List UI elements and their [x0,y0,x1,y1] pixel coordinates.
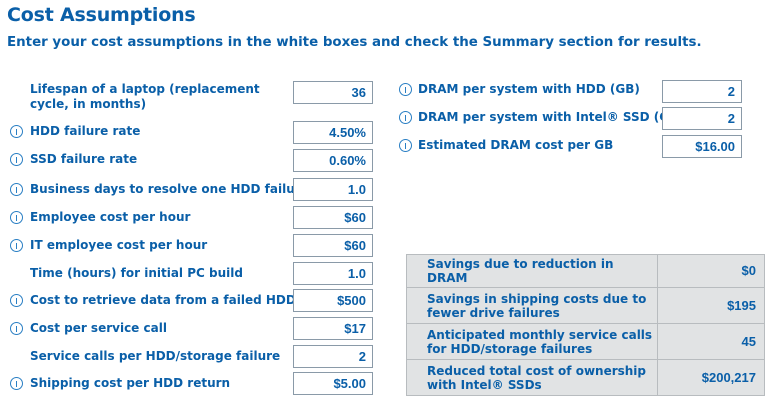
info-icon[interactable] [10,125,23,138]
summary-row: Anticipated monthly service calls for HD… [406,323,765,360]
business-days-input[interactable]: 1.0 [293,178,373,201]
ssd-failure-rate-input[interactable]: 0.60% [293,149,373,172]
hdd-failure-rate-input[interactable]: 4.50% [293,121,373,144]
data-retrieval-cost-label: Cost to retrieve data from a failed HDD [30,293,296,307]
info-icon[interactable] [399,111,412,124]
summary-label: Reduced total cost of ownership with Int… [406,359,658,396]
summary-label: Savings due to reduction in DRAM [406,254,658,288]
employee-cost-label: Employee cost per hour [30,210,191,224]
summary-value: $195 [657,287,765,324]
shipping-cost-input[interactable]: $5.00 [293,372,373,395]
it-employee-cost-label: IT employee cost per hour [30,238,208,252]
dram-ssd-input[interactable]: 2 [662,107,742,130]
dram-cost-input[interactable]: $16.00 [662,135,742,158]
info-icon[interactable] [10,322,23,335]
info-icon[interactable] [399,83,412,96]
info-icon[interactable] [10,183,23,196]
info-icon[interactable] [10,377,23,390]
lifespan-input[interactable]: 36 [293,81,373,104]
dram-cost-label: Estimated DRAM cost per GB [418,138,614,152]
summary-label: Savings in shipping costs due to fewer d… [406,287,658,324]
service-call-cost-label: Cost per service call [30,321,167,335]
pc-build-time-label: Time (hours) for initial PC build [30,266,243,280]
service-call-cost-input[interactable]: $17 [293,317,373,340]
pc-build-time-input[interactable]: 1.0 [293,262,373,285]
info-icon[interactable] [10,211,23,224]
summary-value: $200,217 [657,359,765,396]
it-employee-cost-input[interactable]: $60 [293,234,373,257]
hdd-failure-rate-label: HDD failure rate [30,124,141,138]
dram-hdd-input[interactable]: 2 [662,80,742,103]
info-icon[interactable] [10,153,23,166]
page-title: Cost Assumptions [7,4,196,26]
summary-table: Savings due to reduction in DRAM $0 Savi… [406,254,765,396]
service-calls-per-failure-label: Service calls per HDD/storage failure [30,349,281,363]
summary-row: Reduced total cost of ownership with Int… [406,359,765,396]
summary-value: 45 [657,323,765,360]
employee-cost-input[interactable]: $60 [293,206,373,229]
service-calls-per-failure-input[interactable]: 2 [293,345,373,368]
summary-value: $0 [657,254,765,288]
lifespan-label: Lifespan of a laptop (replacement cycle,… [30,82,260,111]
info-icon[interactable] [10,239,23,252]
ssd-failure-rate-label: SSD failure rate [30,152,138,166]
info-icon[interactable] [10,294,23,307]
data-retrieval-cost-input[interactable]: $500 [293,289,373,312]
business-days-label: Business days to resolve one HDD failure [30,182,309,196]
page-subtitle: Enter your cost assumptions in the white… [7,35,702,50]
summary-label: Anticipated monthly service calls for HD… [406,323,658,360]
summary-row: Savings due to reduction in DRAM $0 [406,254,765,288]
summary-row: Savings in shipping costs due to fewer d… [406,287,765,324]
shipping-cost-label: Shipping cost per HDD return [30,376,231,390]
info-icon[interactable] [399,139,412,152]
dram-hdd-label: DRAM per system with HDD (GB) [418,82,640,96]
dram-ssd-label: DRAM per system with Intel® SSD (GB) [418,110,684,124]
